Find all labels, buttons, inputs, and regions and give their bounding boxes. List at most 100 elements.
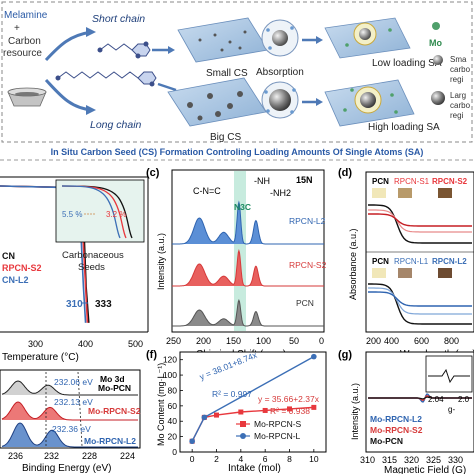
f-ytick-label: 120 bbox=[163, 355, 177, 365]
legend-mo: Mo bbox=[429, 38, 442, 48]
e-be-2: 232.13 eV bbox=[54, 397, 93, 407]
c-spectrum-line bbox=[172, 299, 324, 327]
legend-large-1: Larg bbox=[450, 91, 466, 100]
c-series-l2: RPCN-L2 bbox=[289, 216, 326, 226]
c-xtick-0: 0 bbox=[319, 336, 324, 346]
e-band-fill bbox=[2, 423, 138, 447]
g-xtick-315: 315 bbox=[382, 455, 397, 465]
g-legend-pcn: Mo-PCN bbox=[370, 436, 403, 446]
absorption-zoom-bottom bbox=[261, 81, 299, 119]
d-absorbance-curves bbox=[368, 204, 472, 325]
c-peak-n3c: N3C bbox=[234, 202, 251, 212]
b-legend-s2: RPCN-S2 bbox=[2, 263, 42, 273]
absorption-zoom-top bbox=[261, 19, 299, 57]
legend-large-2: carbo bbox=[450, 101, 471, 110]
e-mo-pcn: Mo-PCN bbox=[98, 383, 131, 393]
b-xlabel: Temperature (°C) bbox=[2, 352, 79, 363]
g-xtick-310: 310 bbox=[360, 455, 375, 465]
f-point-l bbox=[201, 414, 208, 421]
panel-e: Mo 3d Mo-PCN 232.06 eV 232.13 eV Mo-RPCN… bbox=[0, 369, 141, 474]
e-xtick-232: 232 bbox=[44, 451, 59, 461]
c-xtick-50: 50 bbox=[289, 336, 299, 346]
f-ytick-label: 80 bbox=[168, 385, 178, 395]
d-bot-l1-curve bbox=[368, 287, 472, 315]
g-inset-tick-2: 2.0 bbox=[458, 395, 470, 404]
panel-d: (d) Absorbance (a.u.) PCN RPCN-S1 RPCN-S… bbox=[338, 167, 474, 360]
f-point-s bbox=[311, 404, 317, 410]
f-xtick-label: 6 bbox=[263, 454, 268, 464]
short-chain-molecule-icon bbox=[97, 41, 151, 59]
e-mo3d: Mo 3d bbox=[100, 374, 125, 384]
label-long-chain: Long chain bbox=[90, 119, 142, 131]
schematic-panel: Melamine + Carbon resource Short chain L… bbox=[1, 1, 473, 157]
e-xticks: 236 232 228 224 bbox=[8, 451, 135, 461]
f-xtick-label: 10 bbox=[309, 454, 319, 464]
d-xtick-400: 400 bbox=[384, 336, 399, 346]
f-ytick-label: 0 bbox=[172, 447, 177, 457]
legend-small-3: regi bbox=[450, 75, 464, 84]
arrow-to-big-cs bbox=[157, 82, 177, 92]
c-xtick-150: 150 bbox=[226, 336, 241, 346]
f-point-l bbox=[311, 353, 317, 360]
b-xtick-300: 300 bbox=[28, 339, 43, 349]
small-carbon-seeds bbox=[198, 30, 247, 52]
panel-g: (g) Intensity (a.u.) 2.04 2.0 g- Mo-RPCN… bbox=[338, 349, 474, 474]
b-xtick-400: 400 bbox=[78, 339, 93, 349]
g-xtick-330: 330 bbox=[448, 455, 463, 465]
e-be-3: 232.36 eV bbox=[52, 424, 91, 434]
g-legend-l2: Mo-RPCN-L2 bbox=[370, 414, 422, 424]
e-xps-spectra bbox=[1, 380, 138, 448]
f-letter: (f) bbox=[146, 349, 157, 361]
d-xtick-200: 200 bbox=[366, 336, 381, 346]
e-band-line bbox=[1, 422, 138, 448]
schematic-banner: In Situ Carbon Seed (CS) Formation Contr… bbox=[51, 147, 424, 157]
d-swatch-s2 bbox=[438, 188, 452, 198]
low-loading-sheet bbox=[324, 17, 411, 59]
d-xticks: 200 400 600 800 bbox=[366, 336, 459, 346]
legend-small-2: carbo bbox=[450, 65, 471, 74]
f-legend-s-marker bbox=[240, 421, 246, 427]
c-xticks: 250 200 150 100 50 0 bbox=[166, 336, 324, 346]
g-ylabel: Intensity (a.u.) bbox=[350, 383, 360, 440]
label-resource: resource bbox=[3, 48, 42, 59]
c-spectrum-line bbox=[172, 200, 324, 245]
f-xtick-label: 2 bbox=[214, 454, 219, 464]
d-swatch-l2 bbox=[438, 268, 452, 278]
d-top-s2-curve bbox=[368, 213, 472, 227]
e-be-1: 232.06 eV bbox=[54, 377, 93, 387]
carbonaceous-label-1: Carbonaceous bbox=[62, 250, 124, 261]
c-spectra bbox=[172, 200, 324, 327]
f-eq-s: y = 35.66+2.37x bbox=[258, 394, 320, 404]
e-mo-rpcn-s2: Mo-RPCN-S2 bbox=[88, 406, 141, 416]
f-axes: 0 20 40 60 80 100 120 0 2 4 6 8 10 bbox=[163, 355, 319, 464]
d-bot-l2: RPCN-L2 bbox=[432, 257, 467, 266]
g-inset-tick-1: 2.04 bbox=[428, 395, 444, 404]
f-r2-s: R² = 0.938 bbox=[270, 406, 310, 416]
g-xticks: 310 315 320 325 330 bbox=[360, 455, 463, 465]
e-mo-rpcn-l2: Mo-RPCN-L2 bbox=[84, 436, 136, 446]
legend-large-3: regi bbox=[450, 111, 464, 120]
e-xlabel: Binding Energy (eV) bbox=[22, 463, 112, 474]
b-legend-pcn: CN bbox=[2, 251, 15, 261]
g-legend-s2: Mo-RPCN-S2 bbox=[370, 425, 423, 435]
g-xtick-325: 325 bbox=[426, 455, 441, 465]
panel-b: 5.5 % 3.2 % Carbonaceous Seeds CN RPCN-S… bbox=[0, 176, 149, 363]
f-xtick-label: 8 bbox=[287, 454, 292, 464]
d-letter: (d) bbox=[338, 167, 352, 179]
c-peak-cnc: C-N=C bbox=[193, 186, 221, 196]
d-swatch-s1 bbox=[398, 188, 412, 198]
c-xtick-100: 100 bbox=[256, 336, 271, 346]
f-ytick-label: 40 bbox=[168, 416, 178, 426]
f-data-marks bbox=[189, 353, 317, 445]
d-top-s1: RPCN-S1 bbox=[394, 177, 430, 186]
c-nucleus-label: 15N bbox=[296, 175, 313, 185]
c-plot-frame bbox=[171, 169, 325, 333]
schematic-legend: Mo Sma carbo regi Larg carbo regi bbox=[429, 22, 471, 120]
f-point-s bbox=[238, 409, 244, 415]
g-inset-label: g- bbox=[448, 405, 455, 414]
c-series-s2: RPCN-S2 bbox=[289, 260, 327, 270]
f-point-s bbox=[262, 407, 268, 413]
label-small-cs: Small CS bbox=[206, 68, 248, 79]
f-point-l bbox=[189, 438, 195, 445]
